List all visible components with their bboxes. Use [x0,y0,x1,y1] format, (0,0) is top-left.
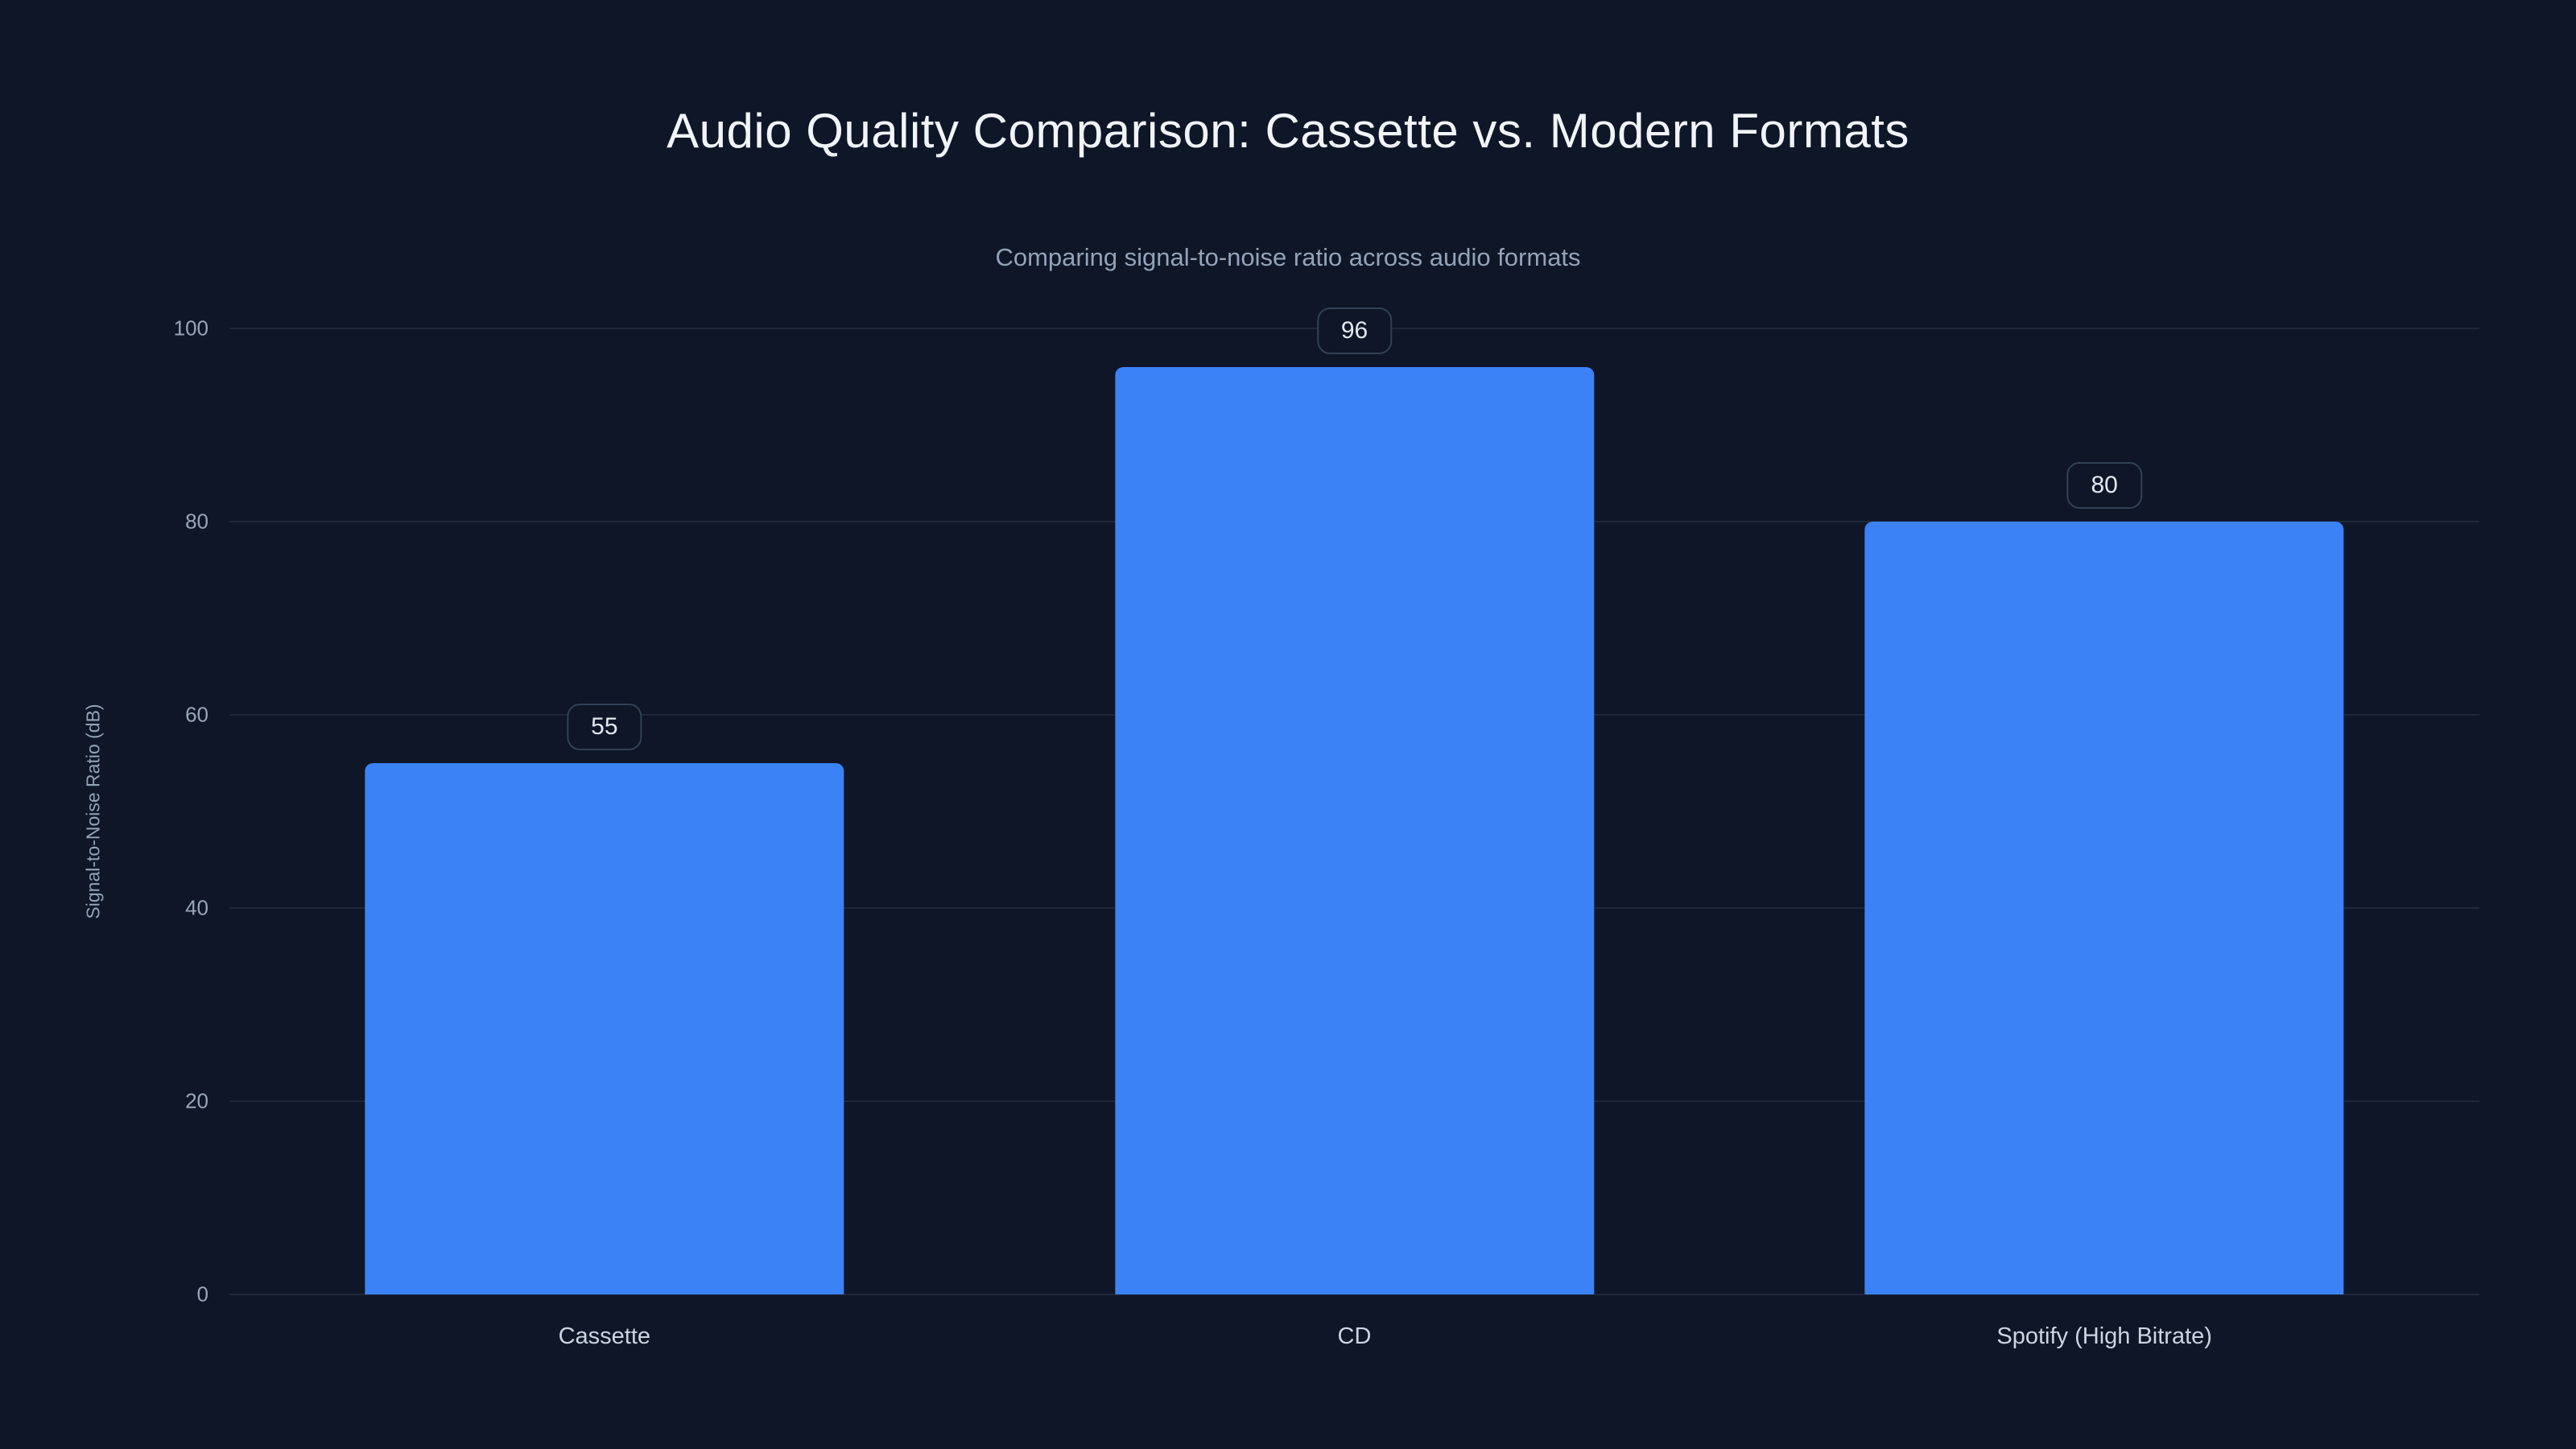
y-tick-label: 100 [173,316,208,341]
y-tick-label: 80 [185,509,208,534]
bar-cd [1114,367,1595,1294]
bar-cassette [365,763,844,1294]
chart-subtitle: Comparing signal-to-noise ratio across a… [995,243,1581,271]
gridline [229,1294,2479,1295]
y-tick-label: 60 [185,702,208,727]
plot-area: 0 20 40 60 80 100 55 Cassette 96 CD 80 Spotify (Hig… [174,308,2479,1349]
bar-value-label-cassette: 55 [567,704,642,750]
y-tick-label: 20 [185,1088,208,1113]
x-category-label-cassette: Cassette [558,1323,651,1349]
y-tick-label: 0 [196,1282,208,1307]
bar-spotify-high-bitrate [1864,522,2344,1294]
bar-value-label-spotify-high-bitrate: 80 [2066,462,2142,509]
x-category-label-cd: CD [1337,1323,1372,1349]
bar-value-label-cd: 96 [1316,308,1393,354]
y-axis-title: Signal-to-Noise Ratio (dB) [82,704,104,919]
y-tick-label: 40 [185,895,208,920]
chart-title: Audio Quality Comparison: Cassette vs. M… [667,104,1909,158]
x-category-label-spotify-high-bitrate: Spotify (High Bitrate) [1996,1323,2212,1349]
